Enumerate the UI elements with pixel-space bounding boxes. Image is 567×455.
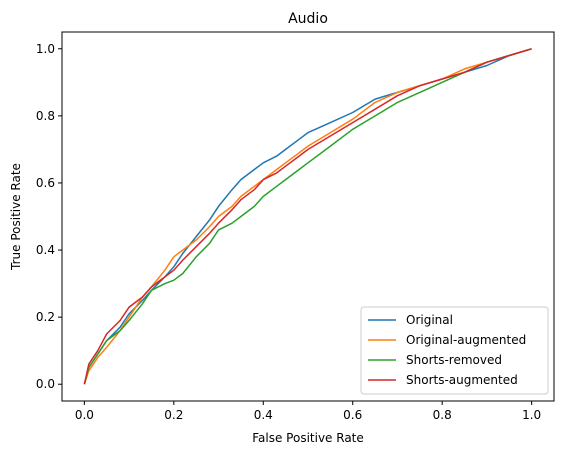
legend-entry: Shorts-removed	[406, 353, 502, 367]
series-lines	[83, 48, 532, 385]
y-tick-label: 0.4	[36, 243, 55, 257]
legend-entry: Original-augmented	[406, 333, 526, 347]
x-tick-label: 0.6	[343, 408, 362, 422]
x-tick-label: 0.2	[164, 408, 183, 422]
y-tick-label: 0.6	[36, 176, 55, 190]
ticks: 0.0 0.2 0.4 0.6 0.8 1.0 0.0 0.2 0.4 0.6 0.8 1.0	[36, 42, 541, 422]
legend-frame	[360, 306, 549, 395]
x-tick-label: 1.0	[522, 408, 541, 422]
chart-title: Audio	[288, 11, 328, 27]
y-axis-label: True Positive Rate	[9, 163, 23, 271]
y-tick-label: 0.2	[36, 310, 55, 324]
plot-area	[61, 31, 555, 402]
x-axis-label: False Positive Rate	[252, 431, 364, 445]
legend-entry: Original	[406, 313, 453, 327]
series-line-shorts-augmented	[83, 48, 532, 385]
x-tick-label: 0.8	[433, 408, 452, 422]
axes-frame	[61, 31, 555, 402]
y-tick-label: 0.0	[36, 377, 55, 391]
x-tick-label: 0.0	[75, 408, 94, 422]
series-line-shorts-removed	[83, 48, 532, 385]
x-tick-label: 0.4	[254, 408, 273, 422]
legend-entry: Shorts-augmented	[406, 373, 518, 387]
y-tick-label: 1.0	[36, 42, 55, 56]
legend: Original Original-augmented Shorts-removed…	[360, 306, 549, 395]
y-tick-label: 0.8	[36, 109, 55, 123]
